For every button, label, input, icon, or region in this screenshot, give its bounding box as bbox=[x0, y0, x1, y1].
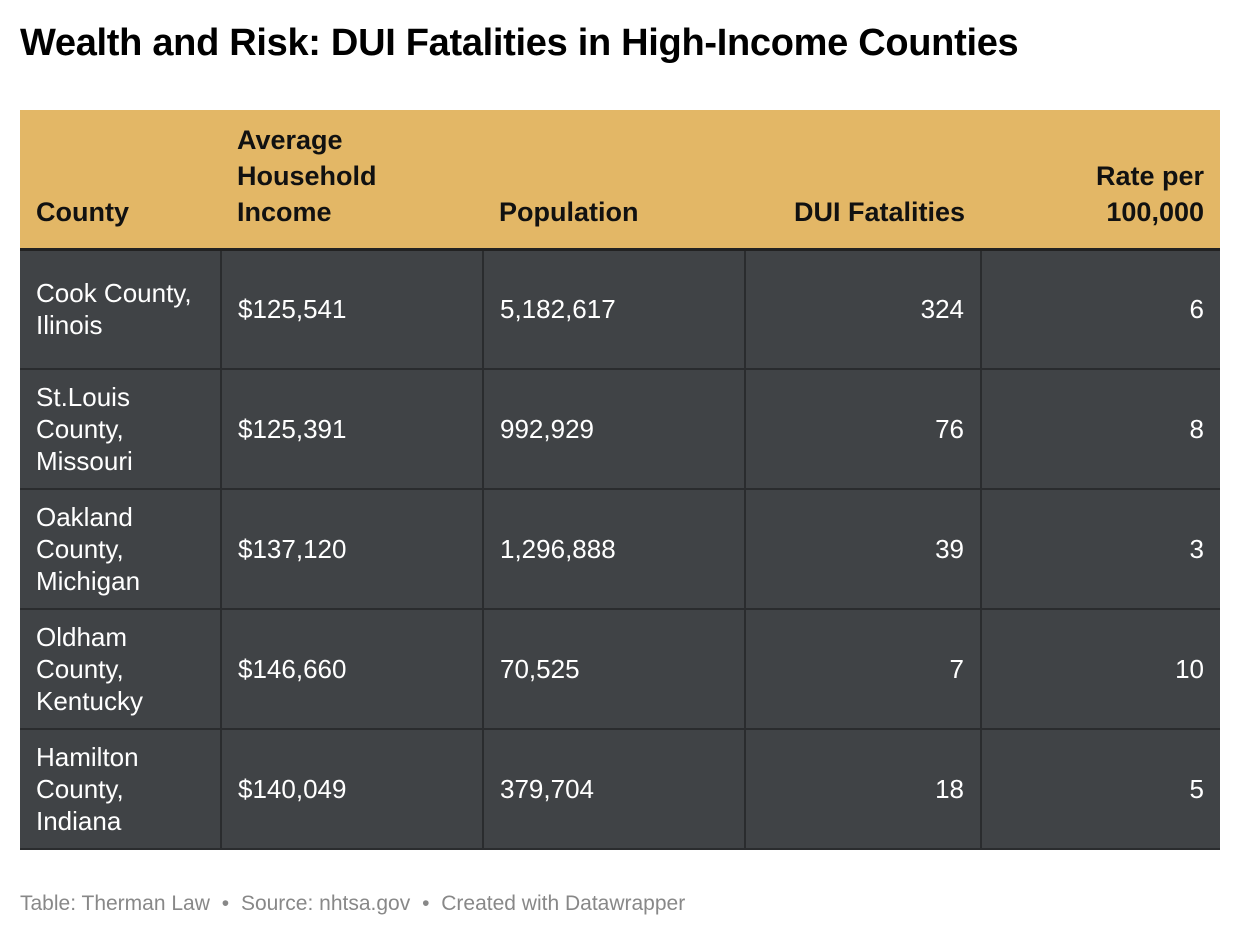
cell-population: 1,296,888 bbox=[483, 489, 746, 610]
cell-fatalities: 7 bbox=[745, 609, 982, 730]
cell-fatalities: 39 bbox=[745, 489, 982, 610]
cell-rate: 5 bbox=[981, 729, 1220, 850]
cell-county: Cook County, Ilinois bbox=[20, 249, 222, 370]
cell-fatalities: 324 bbox=[745, 249, 982, 370]
cell-population: 379,704 bbox=[483, 729, 746, 850]
table-row: Oakland County, Michigan $137,120 1,296,… bbox=[20, 489, 1220, 610]
footer-separator: • bbox=[422, 892, 430, 915]
cell-county: St.Louis County, Missouri bbox=[20, 369, 222, 490]
table-header: County Average Household Income Populati… bbox=[20, 110, 1220, 251]
cell-income: $146,660 bbox=[221, 609, 484, 730]
datawrapper-link[interactable]: Created with Datawrapper bbox=[441, 892, 686, 915]
cell-rate: 10 bbox=[981, 609, 1220, 730]
cell-income: $140,049 bbox=[221, 729, 484, 850]
table-row: St.Louis County, Missouri $125,391 992,9… bbox=[20, 369, 1220, 490]
column-header-fatalities[interactable]: DUI Fatalities bbox=[745, 110, 981, 251]
cell-rate: 3 bbox=[981, 489, 1220, 610]
page-title: Wealth and Risk: DUI Fatalities in High-… bbox=[20, 22, 1019, 64]
table-row: Hamilton County, Indiana $140,049 379,70… bbox=[20, 729, 1220, 850]
data-table: County Average Household Income Populati… bbox=[20, 110, 1220, 850]
cell-county: Hamilton County, Indiana bbox=[20, 729, 222, 850]
cell-rate: 8 bbox=[981, 369, 1220, 490]
column-header-rate[interactable]: Rate per 100,000 bbox=[981, 110, 1220, 251]
table-row: Cook County, Ilinois $125,541 5,182,617 … bbox=[20, 249, 1220, 370]
cell-population: 5,182,617 bbox=[483, 249, 746, 370]
footer-separator: • bbox=[221, 892, 230, 915]
table-body: Cook County, Ilinois $125,541 5,182,617 … bbox=[20, 249, 1220, 850]
cell-fatalities: 76 bbox=[745, 369, 982, 490]
header-row: County Average Household Income Populati… bbox=[20, 110, 1220, 251]
table-row: Oldham County, Kentucky $146,660 70,525 … bbox=[20, 609, 1220, 730]
cell-income: $125,541 bbox=[221, 249, 484, 370]
cell-county: Oldham County, Kentucky bbox=[20, 609, 222, 730]
column-header-population[interactable]: Population bbox=[483, 110, 745, 251]
cell-county: Oakland County, Michigan bbox=[20, 489, 222, 610]
cell-population: 70,525 bbox=[483, 609, 746, 730]
cell-population: 992,929 bbox=[483, 369, 746, 490]
cell-income: $137,120 bbox=[221, 489, 484, 610]
column-header-county[interactable]: County bbox=[20, 110, 221, 251]
column-header-income[interactable]: Average Household Income bbox=[221, 110, 483, 251]
cell-fatalities: 18 bbox=[745, 729, 982, 850]
footer-credits: Table: Therman Law • Source: nhtsa.gov •… bbox=[20, 892, 685, 916]
cell-income: $125,391 bbox=[221, 369, 484, 490]
source-credit: Source: nhtsa.gov bbox=[240, 892, 411, 915]
table-credit: Table: Therman Law bbox=[20, 892, 210, 915]
cell-rate: 6 bbox=[981, 249, 1220, 370]
